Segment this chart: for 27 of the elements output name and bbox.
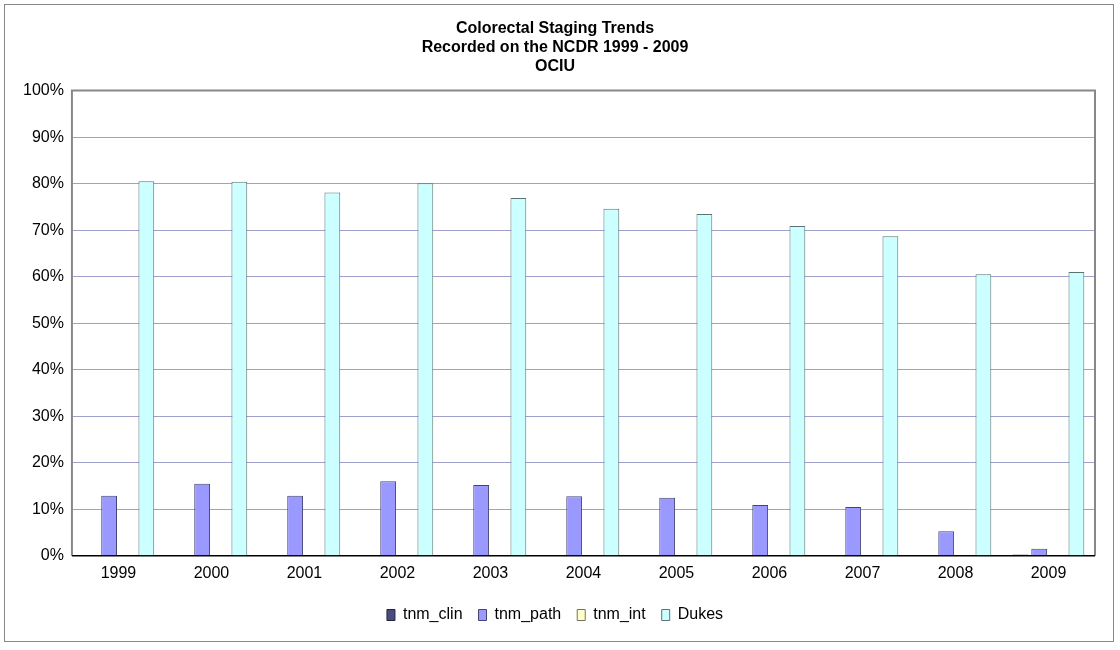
x-tick-label: 2003 xyxy=(472,563,509,581)
x-tick-label: 2001 xyxy=(286,563,323,581)
y-tick-label: 90% xyxy=(31,127,64,145)
x-tick-label: 2009 xyxy=(1030,563,1067,581)
legend-label: tnm_clin xyxy=(402,605,463,624)
y-tick-label: 60% xyxy=(31,267,64,285)
y-tick-label: 50% xyxy=(31,313,64,331)
x-tick-label: 2008 xyxy=(937,563,974,581)
x-tick-label: 2005 xyxy=(658,563,695,581)
chart-title: Colorectal Staging Trends Recorded on the NCDR 1999 - 2009 OCIU xyxy=(421,19,689,75)
legend-label: tnm_int xyxy=(593,605,647,624)
y-tick-label: 40% xyxy=(31,360,64,378)
x-tick-label: 2002 xyxy=(379,563,416,581)
y-tick-label: 80% xyxy=(31,174,64,192)
y-tick-label: 20% xyxy=(31,453,64,471)
legend-label: Dukes xyxy=(677,605,724,623)
y-tick-label: 100% xyxy=(23,81,64,99)
y-tick-label: 10% xyxy=(31,499,64,517)
y-tick-label: 30% xyxy=(31,406,64,424)
x-tick-label: 2004 xyxy=(565,563,602,581)
x-tick-label: 2000 xyxy=(193,563,230,581)
y-tick-label: 0% xyxy=(40,546,64,564)
x-tick-label: 1999 xyxy=(100,563,137,581)
legend-label: tnm_path xyxy=(494,605,562,624)
x-tick-label: 2007 xyxy=(844,563,881,581)
x-tick-label: 2006 xyxy=(751,563,788,581)
y-tick-label: 70% xyxy=(31,220,64,238)
